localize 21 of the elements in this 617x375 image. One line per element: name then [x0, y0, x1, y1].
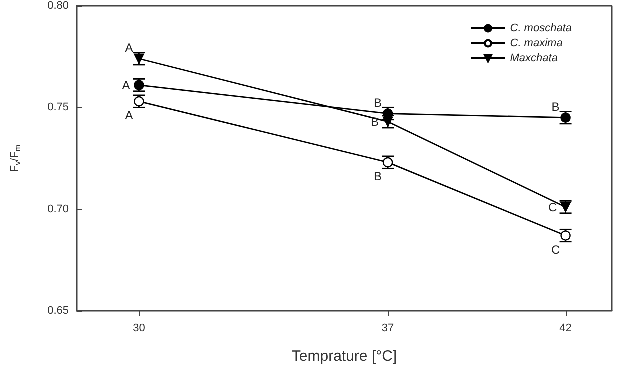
x-tick-label: 37: [382, 322, 394, 334]
annotation: A: [125, 108, 134, 123]
annotation: C: [548, 200, 558, 214]
y-tick-label: 0.65: [48, 305, 69, 317]
x-tick-label: 42: [560, 322, 572, 334]
y-tick-label: 0.80: [48, 0, 69, 12]
x-tick-label: 30: [133, 322, 146, 334]
y-tick-label: 0.70: [48, 203, 69, 216]
legend-label: Maxchata: [510, 52, 558, 64]
annotation: C: [551, 242, 560, 257]
annotation: A: [125, 40, 134, 55]
x-axis-title: Temprature [°C]: [292, 348, 398, 365]
y-axis-title: Fv/Fm: [9, 144, 22, 172]
annotation: B: [374, 96, 382, 110]
annotation: B: [552, 100, 560, 114]
y-tick-label: 0.75: [48, 102, 69, 114]
legend-label: C. maxima: [510, 38, 563, 50]
legend-label: C. moschata: [510, 22, 572, 34]
annotation: A: [122, 78, 130, 92]
annotation: B: [374, 170, 382, 184]
annotation: B: [371, 114, 380, 129]
